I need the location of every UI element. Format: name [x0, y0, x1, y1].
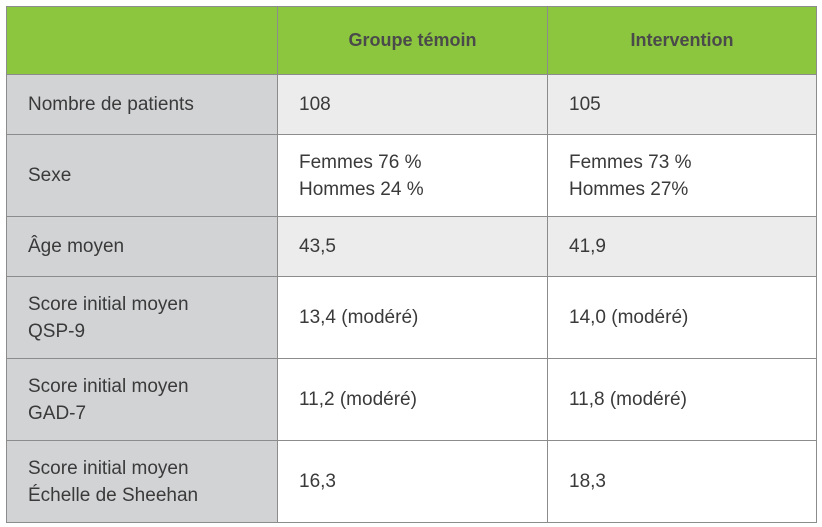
- row-label: Score initial moyen Échelle de Sheehan: [6, 440, 278, 523]
- control-value: 13,4 (modéré): [277, 276, 548, 359]
- intervention-value: 14,0 (modéré): [547, 276, 817, 359]
- control-value-line: 16,3: [299, 471, 336, 492]
- intervention-value: 105: [547, 74, 817, 135]
- row-label-line: Score initial moyen: [28, 375, 189, 397]
- header-control-group: Groupe témoin: [277, 6, 548, 75]
- row-label: Score initial moyen QSP-9: [6, 276, 278, 359]
- header-intervention: Intervention: [547, 6, 817, 75]
- intervention-value: 11,8 (modéré): [547, 358, 817, 441]
- row-label-line: Nombre de patients: [28, 94, 194, 115]
- control-value: Femmes 76 % Hommes 24 %: [277, 134, 548, 217]
- row-label-line: Score initial moyen: [28, 293, 189, 315]
- row-label-line: Sexe: [28, 165, 72, 186]
- row-label: Sexe: [6, 134, 278, 217]
- control-value: 43,5: [277, 216, 548, 277]
- row-label: Nombre de patients: [6, 74, 278, 135]
- intervention-value: Femmes 73 % Hommes 27%: [547, 134, 817, 217]
- intervention-value-line: Femmes 73 %: [569, 151, 692, 173]
- row-label: Âge moyen: [6, 216, 278, 277]
- row-sex: Sexe Femmes 76 % Hommes 24 % Femmes 73 %…: [6, 134, 817, 217]
- intervention-value-line: 18,3: [569, 471, 606, 492]
- intervention-value: 18,3: [547, 440, 817, 523]
- row-label-line: GAD-7: [28, 402, 87, 424]
- row-label-line: Échelle de Sheehan: [28, 484, 199, 506]
- row-label: Score initial moyen GAD-7: [6, 358, 278, 441]
- control-value-line: Femmes 76 %: [299, 151, 422, 173]
- intervention-value-line: 11,8 (modéré): [569, 389, 687, 410]
- row-score-qsp9: Score initial moyen QSP-9 13,4 (modéré) …: [6, 276, 817, 359]
- control-value-line: 43,5: [299, 236, 336, 257]
- header-row: Groupe témoin Intervention: [6, 6, 817, 75]
- row-label-line: QSP-9: [28, 320, 86, 342]
- intervention-value-line: Hommes 27%: [569, 178, 689, 200]
- intervention-value-line: 105: [569, 94, 601, 115]
- control-value-line: 13,4 (modéré): [299, 307, 419, 328]
- intervention-value-line: 14,0 (modéré): [569, 307, 689, 328]
- patient-characteristics-table: Groupe témoin Intervention Nombre de pat…: [6, 6, 817, 523]
- control-value-line: 108: [299, 94, 331, 115]
- row-label-line: Score initial moyen: [28, 457, 189, 479]
- header-empty-cell: [6, 6, 278, 75]
- row-label-line: Âge moyen: [28, 236, 125, 257]
- row-score-gad7: Score initial moyen GAD-7 11,2 (modéré) …: [6, 358, 817, 441]
- control-value: 11,2 (modéré): [277, 358, 548, 441]
- row-score-sheehan: Score initial moyen Échelle de Sheehan 1…: [6, 440, 817, 523]
- intervention-value: 41,9: [547, 216, 817, 277]
- control-value: 16,3: [277, 440, 548, 523]
- control-value: 108: [277, 74, 548, 135]
- intervention-value-line: 41,9: [569, 236, 606, 257]
- control-value-line: Hommes 24 %: [299, 178, 424, 200]
- control-value-line: 11,2 (modéré): [299, 389, 417, 410]
- row-mean-age: Âge moyen 43,5 41,9: [6, 216, 817, 277]
- row-patient-count: Nombre de patients 108 105: [6, 74, 817, 135]
